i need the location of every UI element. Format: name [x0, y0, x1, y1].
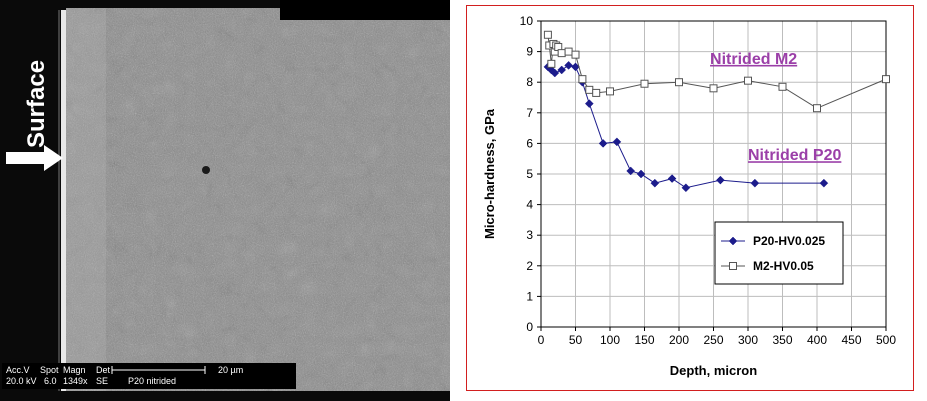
data-point-p20 [819, 178, 829, 188]
data-point-p20 [667, 174, 677, 183]
data-point-p20 [636, 169, 646, 179]
data-point-m2 [592, 88, 601, 97]
data-point-p20 [650, 178, 660, 188]
x-tick-label: 0 [538, 333, 545, 347]
legend-label-p20: P20-HV0.025 [753, 234, 825, 248]
data-point-m2 [882, 75, 890, 84]
info-label-spot: Spot [40, 365, 59, 375]
data-point-m2 [578, 75, 587, 84]
sem-info-bar: Acc.V Spot Magn Det 20.0 kV 6.0 1349x SE… [2, 363, 296, 389]
data-point-p20 [716, 175, 725, 185]
data-point-m2 [778, 82, 787, 91]
data-point-m2 [744, 76, 752, 85]
x-tick-label: 250 [703, 333, 723, 347]
data-point-m2 [547, 59, 556, 68]
x-tick-label: 500 [876, 333, 896, 347]
data-point-p20 [557, 65, 567, 75]
scale-bar-label: 20 µm [218, 365, 243, 375]
data-point-p20 [750, 178, 760, 188]
y-tick-label: 0 [526, 320, 533, 334]
legend-box [714, 221, 844, 285]
data-point-m2 [640, 79, 649, 88]
x-tick-label: 50 [569, 333, 583, 347]
data-point-m2 [606, 87, 614, 96]
scale-bar [111, 366, 206, 374]
data-point-p20 [550, 68, 560, 78]
surface-arrow-icon [6, 145, 63, 171]
y-tick-label: 7 [526, 106, 533, 120]
data-point-m2 [813, 104, 821, 113]
data-point-m2 [585, 85, 594, 94]
series-p20 [543, 61, 829, 193]
surface-label: Surface [23, 60, 50, 148]
y-tick-label: 1 [526, 289, 533, 303]
info-label-accv: Acc.V [6, 365, 30, 375]
surface-line [61, 10, 66, 391]
data-point-p20 [584, 99, 594, 108]
data-point-p20 [681, 183, 691, 193]
y-tick-label: 5 [526, 167, 533, 181]
y-tick-label: 3 [526, 228, 533, 242]
x-tick-label: 450 [841, 333, 861, 347]
x-axis-ticks: 0 50 100 150 200 250 300 350 400 450 500 [538, 327, 896, 347]
legend-label-m2: M2-HV0.05 [753, 259, 814, 273]
data-point-p20 [612, 137, 622, 147]
annotation-nitrided-p20: Nitrided P20 [748, 147, 841, 164]
info-value-magn: 1349x [63, 376, 88, 386]
series-m2 [543, 30, 890, 113]
chart-legend: P20-HV0.025 M2-HV0.05 [714, 221, 844, 285]
x-tick-label: 200 [669, 333, 689, 347]
x-tick-label: 150 [634, 333, 654, 347]
data-point-m2 [564, 47, 573, 56]
data-point-m2 [675, 78, 683, 87]
hardness-chart-panel: 0 1 2 3 4 5 6 7 8 9 10 0 50 100 150 200 250 300 350 400 450… [466, 5, 914, 391]
info-value-spot: 6.0 [44, 376, 57, 386]
y-tick-label: 6 [526, 136, 533, 150]
sem-micrograph: Surface Acc.V Spot Magn Det 20.0 kV 6.0 … [0, 0, 450, 401]
x-tick-label: 350 [772, 333, 792, 347]
pore-feature [202, 166, 210, 174]
y-axis-label: Micro-hardness, GPa [482, 108, 497, 239]
legend-marker [728, 236, 738, 246]
x-tick-label: 300 [738, 333, 758, 347]
x-tick-label: 400 [807, 333, 827, 347]
annotation-nitrided-m2: Nitrided M2 [710, 51, 797, 68]
x-axis-label: Depth, micron [670, 363, 757, 378]
y-tick-label: 10 [520, 14, 534, 28]
y-tick-label: 4 [526, 198, 533, 212]
data-point-m2 [557, 49, 566, 58]
data-point-m2 [571, 50, 580, 59]
data-point-m2 [543, 30, 552, 39]
data-point-p20 [598, 139, 608, 148]
chart-series [543, 30, 890, 193]
y-axis-ticks: 0 1 2 3 4 5 6 7 8 9 10 [520, 14, 541, 334]
info-value-det: SE [96, 376, 108, 386]
y-tick-label: 9 [526, 45, 533, 59]
sample-name: P20 nitrided [128, 376, 176, 386]
x-tick-label: 100 [600, 333, 620, 347]
image-corner-mask [280, 0, 450, 20]
info-label-det: Det [96, 365, 111, 375]
info-label-magn: Magn [63, 365, 86, 375]
info-value-accv: 20.0 kV [6, 376, 37, 386]
y-tick-label: 2 [526, 259, 533, 273]
hardness-chart: 0 1 2 3 4 5 6 7 8 9 10 0 50 100 150 200 250 300 350 400 450… [482, 14, 896, 378]
series-line-m2 [547, 34, 887, 109]
data-point-p20 [564, 61, 573, 70]
data-point-p20 [626, 166, 636, 176]
data-point-m2 [709, 84, 718, 93]
y-tick-label: 8 [526, 75, 533, 89]
legend-marker [729, 262, 737, 270]
